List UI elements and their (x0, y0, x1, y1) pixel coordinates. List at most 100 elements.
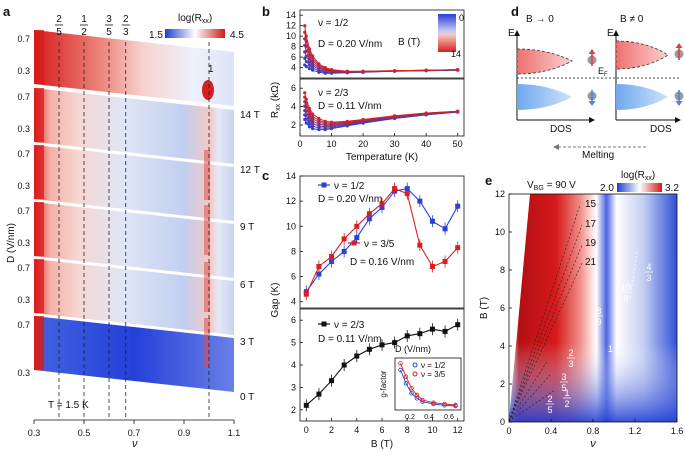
panel-d-right-dos-label: DOS (650, 124, 672, 135)
panel-b-point (311, 68, 315, 72)
panel-a-field-label: 6 T (240, 280, 254, 291)
panel-a-d-tick: 0.3 (17, 295, 30, 305)
panel-e-fraction-den: 5 (547, 405, 552, 415)
panel-c-point (417, 198, 423, 204)
panel-c-bottom-y-ticks: 2 3 4 5 6 (291, 315, 303, 415)
panel-b-bottom-D: D = 0.11 V/nm (318, 101, 381, 112)
panel-e-ytick: 0 (500, 417, 505, 427)
panel-c-ytick: 14 (286, 171, 296, 181)
panel-a-field-label: 9 T (240, 222, 254, 233)
panel-b-point (307, 47, 312, 51)
panel-c-point (341, 236, 347, 242)
panel-b-point (304, 121, 308, 125)
panel-b-ylabel: Rxx (kΩ) (270, 82, 282, 118)
panel-e-colorbar-title: log(Rxx) (621, 170, 655, 182)
panel-c-point (392, 186, 398, 192)
inset-legend-35-marker (412, 371, 418, 377)
panel-e-ytick: 4 (500, 341, 505, 351)
panel-a-strip-edge (34, 30, 44, 84)
panel-c-point (329, 253, 335, 259)
panel-e-fraction-den: 5 (561, 383, 566, 393)
inset-point (420, 397, 425, 403)
panel-b-ytick: 4 (291, 102, 296, 112)
panel-c-xtick: 6 (379, 425, 384, 435)
panel-e-ylabel: B (T) (479, 297, 490, 319)
panel-a-d-tick: 0.3 (17, 66, 30, 76)
panel-b-curve (304, 92, 458, 123)
panel-b-ytick: 14 (286, 10, 296, 20)
panel-e-fraction-den: 3 (568, 359, 573, 369)
panel-e-colorbar-max: 3.2 (665, 183, 679, 194)
panel-a-xlabel: ν (132, 438, 138, 450)
panel-e-map-shade (509, 194, 677, 422)
panel-a-field-label: 0 T (240, 392, 254, 403)
panel-a-fraction-num: 2 (123, 14, 129, 25)
panel-b-point (424, 68, 428, 72)
panel-d-right-upper-lobe (615, 40, 669, 70)
panel-d-label: d (511, 4, 519, 19)
panel-b-point (303, 24, 307, 28)
panel-a-fraction-num: 1 (81, 14, 87, 25)
panel-e-fraction-num: 1 (564, 388, 569, 398)
panel-e-x-ticks: 0 0.4 0.8 1.2 1.6 (506, 419, 683, 436)
panel-e-fraction-den: 3 (646, 273, 651, 283)
panel-c-point (429, 218, 435, 224)
panel-c-ytick: 3 (291, 382, 296, 392)
panel-b-point (304, 34, 308, 38)
panel-e-xtick: 0 (506, 426, 511, 436)
panel-c-xtick: 8 (405, 425, 410, 435)
panel-d-right-lower-lobe (616, 84, 668, 110)
legend-half-marker (321, 182, 327, 188)
panel-a-x-tick: 1.1 (228, 428, 241, 438)
panel-b-point (361, 69, 365, 73)
panel-b-point (393, 69, 397, 73)
panel-a-strip-edge (34, 145, 44, 199)
panel-e-xtick: 0.4 (545, 426, 558, 436)
panel-e-vbg: VBG = 90 V (527, 180, 576, 192)
panel-a-strip-edge (34, 316, 44, 370)
panel-b-point (311, 119, 315, 123)
panel-c-point (303, 291, 309, 297)
inset-point (431, 400, 436, 405)
panel-b-curve (304, 25, 458, 72)
spin-down-icon (674, 90, 684, 106)
inset-legend-half: ν = 1/2 (421, 361, 446, 370)
inset-xtick-1: 0.4 (424, 414, 434, 421)
panel-b-point (424, 111, 428, 115)
inset-point (409, 391, 414, 396)
panel-b-point (311, 127, 315, 131)
panel-a-field-label: 3 T (240, 337, 254, 348)
panel-a-strip-edge (34, 259, 44, 313)
panel-e-line-label: 21 (585, 257, 597, 268)
panel-e-one: 1 (608, 344, 613, 354)
panel-b-xtick: 10 (327, 139, 337, 149)
panel-c-top-frame (299, 175, 465, 309)
inset-point (414, 392, 420, 398)
panel-c-point (316, 391, 322, 397)
panel-c-point (455, 322, 461, 328)
panel-b-point (304, 59, 308, 64)
panel-b-legend-title: B (T) (398, 37, 420, 48)
panel-c-point (354, 223, 360, 229)
panel-c-ytick: 6 (291, 315, 296, 325)
spin-down-icon (587, 90, 597, 106)
panel-a-field-labels: 14 T 12 T 9 T 6 T 3 T 0 T (240, 110, 260, 403)
panel-b-point (303, 91, 307, 95)
spin-up-icon (674, 43, 684, 60)
panel-a-peak-label: 1 (208, 64, 214, 75)
panel-b-point (307, 106, 312, 111)
panel-a-x-tick: 0.3 (28, 428, 41, 438)
panel-b-xlabel: Temperature (K) (346, 152, 418, 163)
panel-b-point (311, 122, 315, 126)
panel-a-colorbar (165, 29, 225, 38)
panel-a-temperature: T = 1.5 K (48, 400, 89, 411)
panel-b-point (307, 66, 312, 71)
panel-b-legend-bar (438, 14, 456, 52)
legend-23-marker (321, 321, 327, 327)
panel-a-d-tick: 0.3 (17, 124, 30, 134)
panel-c-point (417, 331, 423, 337)
panel-a-strips (34, 30, 234, 418)
panel-c-bottom-series (303, 318, 461, 412)
panel-b-ytick: 6 (291, 83, 296, 93)
panel-c-point (316, 271, 322, 277)
